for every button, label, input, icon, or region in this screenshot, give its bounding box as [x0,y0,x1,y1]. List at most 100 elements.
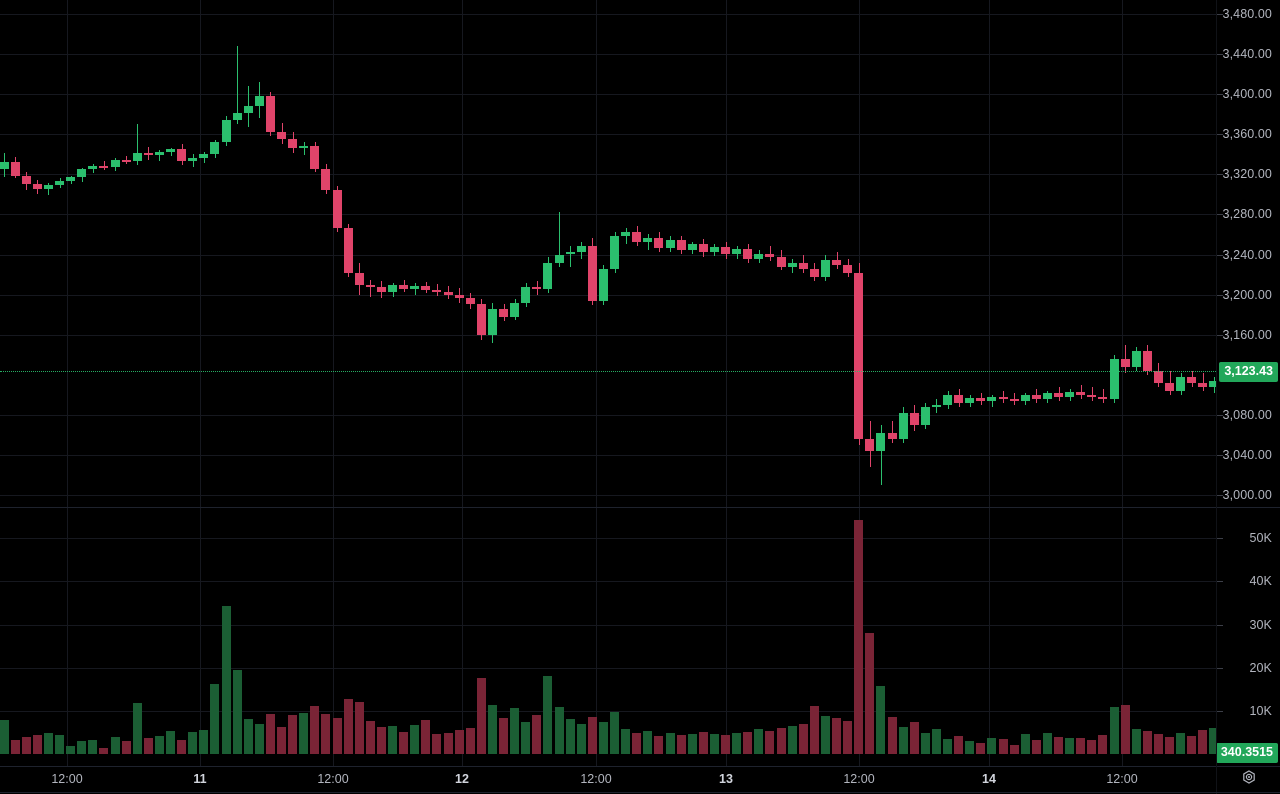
volume-bar [210,683,219,754]
volume-bar [1087,739,1096,754]
volume-axis-label: 40K [1249,574,1272,589]
candle-body [643,238,652,243]
price-axis-label: 3,280.00 [1222,207,1272,222]
volume-bar [777,728,786,754]
gridline [462,508,463,766]
candle-body [410,285,419,289]
window-bottom-rule [0,792,1280,793]
candle-wick [1003,390,1004,403]
candle-body [810,268,819,277]
candle-body [1187,376,1196,383]
volume-bar [188,732,197,754]
candle-wick [159,150,160,162]
volume-bar [1154,734,1163,754]
volume-bar [233,669,242,754]
time-axis-label: 12:00 [580,772,612,786]
volume-bar [255,724,264,754]
candle-body [344,228,353,273]
candle-body [122,160,131,162]
volume-bar [999,739,1008,754]
time-axis-label: 11 [193,772,207,786]
gridline [200,508,201,766]
volume-bar [865,632,874,754]
axis-tick [1216,625,1223,626]
candle-body [510,302,519,317]
volume-pane[interactable] [0,508,1216,766]
volume-axis-label: 10K [1249,703,1272,718]
volume-bar [244,719,253,754]
volume-bar [299,712,308,754]
axis-tick [1216,295,1223,296]
pane-separator [0,507,1280,508]
current-volume-badge[interactable]: 340.3515 [1215,743,1278,763]
candle-wick [171,148,172,157]
volume-bar [699,732,708,754]
volume-bar [44,733,53,754]
candle-body [788,262,797,267]
gridline [67,508,68,766]
candle-body [1010,398,1019,401]
current-price-badge[interactable]: 3,123.43 [1219,362,1278,382]
volume-bar [432,733,441,754]
candle-body [610,236,619,269]
volume-bar [666,732,675,754]
candle-body [22,176,31,185]
volume-bar [521,721,530,754]
gridline [1122,0,1123,507]
volume-bar [888,716,897,754]
volume-bar [144,737,153,754]
volume-bar [111,736,120,754]
candle-body [832,259,841,265]
volume-axis[interactable]: 50K 40K 30K 20K 10K 340.3515 [1215,508,1280,766]
volume-bar [843,720,852,754]
gridline [0,174,1216,175]
candle-body [144,153,153,156]
candle-body [821,259,830,277]
candle-body [910,412,919,425]
candle-body [310,146,319,170]
candle-body [1087,394,1096,397]
price-axis-label: 3,200.00 [1222,287,1272,302]
volume-bar [954,735,963,754]
candle-body [44,185,53,190]
volume-bar [1198,730,1207,754]
candle-body [965,397,974,403]
volume-axis-label: 50K [1249,531,1272,546]
candle-body [710,247,719,253]
volume-bar [399,731,408,754]
candle-wick [1014,392,1015,405]
volume-bar [288,715,297,754]
gridline [989,508,990,766]
time-axis-label: 14 [982,772,996,786]
axis-divider [1216,0,1217,794]
volume-bar [1010,744,1019,754]
price-axis[interactable]: 3,480.00 3,440.00 3,400.00 3,360.00 3,320.00… [1216,0,1280,766]
gridline [989,0,990,507]
price-axis-label: 3,240.00 [1222,247,1272,262]
volume-bar [444,733,453,754]
candle-body [11,162,20,177]
volume-bar [732,733,741,754]
candle-body [421,285,430,290]
candle-body [99,166,108,168]
axis-tick [1216,174,1223,175]
candle-body [654,238,663,249]
volume-bar [577,724,586,754]
candle-wick [1092,386,1093,401]
price-pane[interactable] [0,0,1216,507]
volume-bar [832,717,841,754]
candle-body [266,96,275,133]
candle-body [155,152,164,156]
time-axis[interactable]: 12:00 11 12:00 12 12:00 13 12:00 14 12:00 [0,766,1216,794]
volume-bar [122,741,131,754]
volume-bar [1021,734,1030,754]
volume-bar [0,720,9,754]
gridline [0,538,1216,539]
candle-body [632,232,641,243]
price-axis-label: 3,320.00 [1222,167,1272,182]
gear-icon[interactable] [1240,769,1258,787]
volume-bar [99,747,108,754]
price-axis-label: 3,480.00 [1222,7,1272,22]
volume-bar [488,704,497,754]
candle-body [777,256,786,267]
